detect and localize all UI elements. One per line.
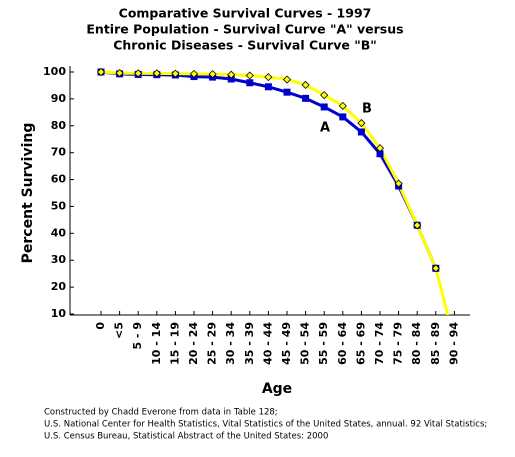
series-line [100,70,450,315]
marker [227,70,236,79]
x-axis-label: Age [262,381,292,397]
x-tick-label: 70 - 74 [373,322,386,365]
y-tick-label: 40 [51,226,67,239]
marker [171,69,180,78]
footnote: Constructed by Chadd Everone from data i… [44,408,278,418]
chart-title: Comparative Survival Curves - 1997 [119,6,372,21]
marker [320,103,328,111]
marker [375,144,385,153]
series-label: B [362,102,372,117]
y-tick-label: 10 [51,307,67,320]
marker [282,75,292,84]
marker [264,83,272,91]
x-tick-label: 30 - 34 [224,322,237,365]
x-tick-label: 15 - 19 [168,322,181,365]
marker [357,119,366,128]
footnote: U.S. Census Bureau, Statistical Abstract… [44,432,328,442]
plot-area [96,67,450,315]
y-tick-label: 100 [43,65,66,78]
marker [264,73,273,82]
x-tick-label: 40 - 44 [261,322,274,365]
x-tick-label: 25 - 29 [206,322,219,365]
marker [246,79,254,87]
marker [245,71,254,80]
x-tick-label: 85 - 89 [429,322,442,365]
y-tick-label: 20 [51,280,67,293]
chart-title: Chronic Diseases - Survival Curve "B" [113,38,377,53]
marker [338,101,347,110]
chart-title: Entire Population - Survival Curve "A" v… [86,22,403,37]
marker [152,69,161,78]
x-tick-label: 50 - 54 [299,322,312,365]
x-tick-label: 80 - 84 [410,322,423,365]
marker [376,150,384,158]
series-label: A [320,121,330,136]
x-tick-label: 75 - 79 [392,322,405,365]
x-tick-label: 65 - 69 [354,322,367,365]
y-tick-label: 90 [51,92,67,105]
x-tick-label: 60 - 64 [336,322,349,365]
footnote: U.S. National Center for Health Statisti… [44,420,487,430]
marker [320,91,329,100]
marker [96,67,106,77]
x-tick-label: 35 - 39 [243,322,256,365]
x-tick-label: 0 [94,322,107,330]
x-tick-label: <5 [113,322,126,339]
x-tick-label: 5 - 9 [131,322,144,350]
marker [413,221,422,230]
marker [189,69,199,78]
series-line [100,70,438,269]
y-tick-label: 80 [51,119,67,132]
x-tick-label: 90 - 94 [447,322,460,365]
x-tick-label: 10 - 14 [150,322,163,365]
marker [208,70,217,79]
marker [431,264,440,273]
y-axis-label: Percent Surviving [20,123,36,264]
marker [134,69,143,78]
y-tick-label: 60 [51,173,67,186]
marker [302,94,310,102]
x-tick-label: 55 - 59 [317,322,330,365]
marker [394,179,403,188]
marker [283,88,291,96]
y-tick-label: 50 [51,199,67,212]
x-tick-label: 45 - 49 [280,322,293,365]
marker [357,128,365,136]
marker [339,113,347,121]
x-tick-label: 20 - 24 [187,322,200,365]
y-tick-label: 70 [51,146,67,159]
y-tick-label: 30 [51,253,67,266]
marker [115,69,124,78]
marker [301,80,310,89]
marker [227,75,235,83]
